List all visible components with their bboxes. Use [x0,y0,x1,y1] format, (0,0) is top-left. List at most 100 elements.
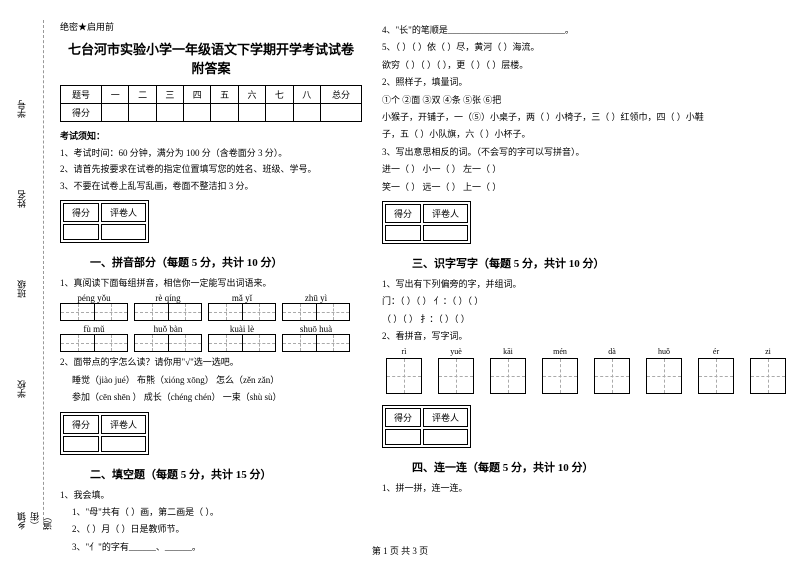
th-6: 六 [238,86,265,104]
s3-q2: 2、看拼音，写字词。 [382,329,790,343]
binding-label-school: 学校 [15,380,28,398]
pinyin-label: shuō huà [282,324,350,334]
score-label: 得分 [63,203,99,222]
rt-q2-l1: ①个 ②面 ③双 ④条 ⑤张 ⑥把 [382,93,790,107]
score-label: 得分 [385,204,421,223]
rt-l1: 4、"长"的笔顺是__________________________。 [382,23,790,37]
pinyin-item: shuō huà [282,324,350,352]
th-num: 题号 [61,86,102,104]
s1-q1: 1、真阅读下面每组拼音，相信你一定能写出词语来。 [60,276,362,290]
th-4: 四 [184,86,211,104]
s3-q1-l2: （ ）（ ） 扌：（ ）（ ） [382,312,790,326]
pinyin-item: huǒ bàn [134,324,202,352]
char-box[interactable] [168,334,202,352]
char-box[interactable] [490,358,526,394]
th-3: 三 [156,86,183,104]
th-1: 一 [102,86,129,104]
exam-title: 七台河市实验小学一年级语文下学期开学考试试卷 附答案 [60,39,362,77]
grid-item: yuè [434,347,478,397]
pinyin-item: fù mǔ [60,324,128,352]
binding-label-id: 学号 [15,100,28,118]
char-box[interactable] [134,303,168,321]
rt-q2-l2: 小猴子，开铺子，一（⑤）小桌子，两（ ）小椅子，三（ ）红领巾，四（ ）小鞋 [382,110,790,124]
char-box[interactable] [242,334,276,352]
char-box[interactable] [594,358,630,394]
table-row: 得分 [61,104,362,122]
grid-item: dà [590,347,634,397]
section-score-box: 得分评卷人 [382,405,471,448]
grid-item: zi [746,347,790,397]
grid-pinyin: zi [746,347,790,356]
char-box[interactable] [242,303,276,321]
section-score-box: 得分评卷人 [60,412,149,455]
char-box[interactable] [94,334,128,352]
char-box[interactable] [438,358,474,394]
char-box[interactable] [168,303,202,321]
th-2: 二 [129,86,156,104]
pinyin-row-1: péng yǒu rè qíng mǎ yǐ zhū yì [60,293,362,321]
char-box[interactable] [60,334,94,352]
pinyin-item: péng yǒu [60,293,128,321]
binding-margin: 乡镇（街道） 学校 班级 姓名 学号 [15,20,55,530]
section-1-title: 一、拼音部分（每题 5 分，共计 10 分） [90,254,362,270]
grid-item: ér [694,347,738,397]
exam-notice: 考试须知： 1、考试时间：60 分钟，满分为 100 分（含卷面分 3 分）。 … [60,130,362,193]
grid-pinyin: kāi [486,347,530,356]
grid-item: kāi [486,347,530,397]
pinyin-label: mǎ yǐ [208,293,276,303]
char-box[interactable] [646,358,682,394]
char-box[interactable] [282,303,316,321]
left-column: 绝密★启用前 七台河市实验小学一年级语文下学期开学考试试卷 附答案 题号 一 二… [60,20,362,557]
rt-q2-head: 2、照样子，填量词。 [382,75,790,89]
char-box[interactable] [208,303,242,321]
grid-item: mén [538,347,582,397]
char-box[interactable] [94,303,128,321]
write-grid-row: rì yuè kāi mén dà huǒ ér zi [382,347,790,397]
char-box[interactable] [698,358,734,394]
score-label: 得分 [385,408,421,427]
char-box[interactable] [316,303,350,321]
page-container: 绝密★启用前 七台河市实验小学一年级语文下学期开学考试试卷 附答案 题号 一 二… [0,0,800,567]
pinyin-label: huǒ bàn [134,324,202,334]
grid-item: huǒ [642,347,686,397]
char-box[interactable] [316,334,350,352]
notice-item: 2、请首先按要求在试卷的指定位置填写您的姓名、班级、学号。 [60,163,362,177]
pinyin-label: fù mǔ [60,324,128,334]
char-box[interactable] [750,358,786,394]
section-score-box: 得分评卷人 [60,200,149,243]
rt-l3: 欲穷（ ）（ ）（ ），更（ ）（ ）层楼。 [382,58,790,72]
s3-q1-l1: 门：（ ）（ ） 亻：（ ）（ ） [382,294,790,308]
binding-label-class: 班级 [15,280,28,298]
binding-dashed-line [43,20,44,530]
s1-q2: 2、面带点的字怎么读？请你用"√"选一选吧。 [60,355,362,369]
pinyin-label: rè qíng [134,293,202,303]
grid-pinyin: yuè [434,347,478,356]
section-2-title: 二、填空题（每题 5 分，共计 15 分） [90,466,362,482]
rt-q2-l3: 子，五（ ）小队旗，六（ ）小杯子。 [382,127,790,141]
score-label: 得分 [63,415,99,434]
s3-q1: 1、写出有下列偏旁的字，并组词。 [382,277,790,291]
char-box[interactable] [60,303,94,321]
page-footer: 第 1 页 共 3 页 [0,544,800,557]
s2-q1: 1、我会填。 [60,488,362,502]
grid-item: rì [382,347,426,397]
pinyin-label: péng yǒu [60,293,128,303]
char-box[interactable] [208,334,242,352]
s1-q2-line: 睡觉（jiào jué） 布熊（xióng xōng） 怎么（zěn zǎn） [60,373,362,387]
pinyin-row-2: fù mǔ huǒ bàn kuài lè shuō huà [60,324,362,352]
table-row: 题号 一 二 三 四 五 六 七 八 总分 [61,86,362,104]
th-5: 五 [211,86,238,104]
secret-mark: 绝密★启用前 [60,20,362,33]
char-box[interactable] [282,334,316,352]
th-7: 七 [266,86,293,104]
grid-pinyin: dà [590,347,634,356]
char-box[interactable] [542,358,578,394]
char-box[interactable] [134,334,168,352]
binding-label-township: 乡镇（街道） [15,500,54,530]
section-4-title: 四、连一连（每题 5 分，共计 10 分） [412,459,790,475]
grader-label: 评卷人 [101,415,146,434]
s1-q2-line: 参加（cēn shēn ） 成长（chéng chén） 一束（shù sù） [60,390,362,404]
notice-head: 考试须知： [60,130,362,144]
row-score-label: 得分 [61,104,102,122]
char-box[interactable] [386,358,422,394]
